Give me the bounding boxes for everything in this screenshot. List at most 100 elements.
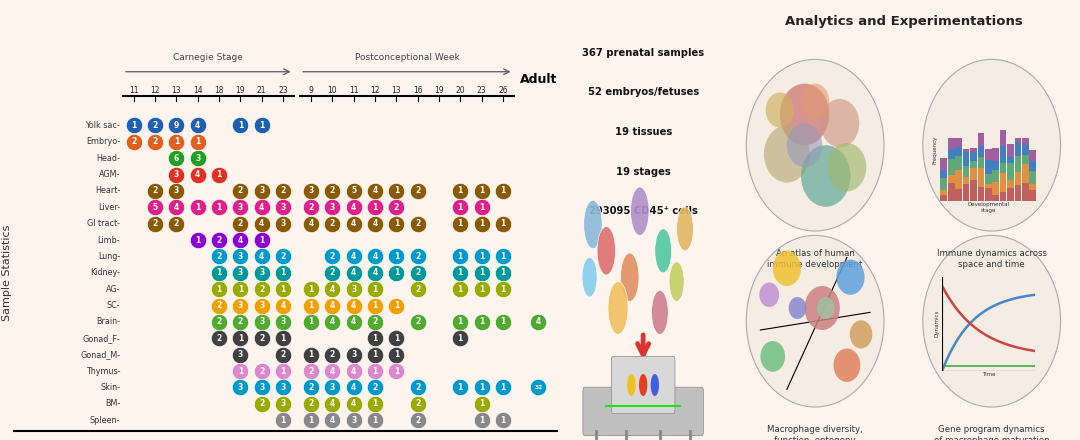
Point <box>451 220 469 227</box>
Text: 1: 1 <box>373 334 378 343</box>
Text: Carnegie Stage: Carnegie Stage <box>174 53 243 62</box>
Point <box>253 237 270 244</box>
Point <box>366 302 383 309</box>
Circle shape <box>583 200 603 249</box>
Point <box>388 367 405 374</box>
Text: 1: 1 <box>195 235 200 245</box>
Text: 1: 1 <box>281 285 285 293</box>
Point <box>147 187 164 194</box>
Text: 2: 2 <box>174 219 179 228</box>
Text: 1: 1 <box>478 400 484 408</box>
Text: 3: 3 <box>174 170 179 179</box>
Point <box>473 400 490 407</box>
Text: 6: 6 <box>174 154 179 163</box>
Text: GI tract-: GI tract- <box>87 219 120 228</box>
Text: 2: 2 <box>309 383 313 392</box>
Point <box>232 319 249 326</box>
Point <box>253 122 270 129</box>
Text: 1: 1 <box>458 252 463 261</box>
Text: 23: 23 <box>476 86 486 95</box>
Text: 2: 2 <box>216 334 221 343</box>
Point <box>147 204 164 211</box>
Point <box>232 122 249 129</box>
Bar <box>1000 172 1007 192</box>
Bar <box>1022 146 1028 155</box>
Point <box>274 286 292 293</box>
Point <box>495 384 512 391</box>
Text: Spleen-: Spleen- <box>90 416 120 425</box>
Text: Macrophage diversity,
function, ontogeny: Macrophage diversity, function, ontogeny <box>767 425 863 440</box>
Point <box>409 384 427 391</box>
Point <box>253 269 270 276</box>
Point <box>366 187 383 194</box>
Point <box>345 220 362 227</box>
Text: Yolk sac-: Yolk sac- <box>85 121 120 130</box>
Text: 1: 1 <box>195 203 200 212</box>
Circle shape <box>850 320 873 348</box>
Text: 2: 2 <box>373 383 378 392</box>
Bar <box>1014 185 1022 201</box>
Point <box>211 253 228 260</box>
Text: 1: 1 <box>281 268 285 277</box>
Point <box>232 204 249 211</box>
Bar <box>1008 157 1014 164</box>
Point <box>274 253 292 260</box>
Point <box>345 319 362 326</box>
Text: 1: 1 <box>478 187 484 195</box>
Point <box>388 253 405 260</box>
Text: 4: 4 <box>373 252 378 261</box>
Bar <box>1000 163 1007 172</box>
Point <box>125 138 143 145</box>
Text: 4: 4 <box>259 252 265 261</box>
Point <box>167 154 185 161</box>
Point <box>253 286 270 293</box>
Point <box>473 319 490 326</box>
Text: 11: 11 <box>129 86 138 95</box>
Bar <box>985 174 991 183</box>
Text: 13: 13 <box>172 86 181 95</box>
Text: 32: 32 <box>535 385 542 390</box>
Point <box>366 400 383 407</box>
Text: 1: 1 <box>478 285 484 293</box>
Point <box>232 220 249 227</box>
Text: 4: 4 <box>238 235 243 245</box>
Point <box>473 286 490 293</box>
Point <box>189 122 206 129</box>
Text: 3: 3 <box>238 350 243 359</box>
Text: 2: 2 <box>415 383 420 392</box>
Text: AGM-: AGM- <box>99 170 120 179</box>
Text: 2: 2 <box>259 367 265 376</box>
Text: 3: 3 <box>174 187 179 195</box>
Text: 18: 18 <box>214 86 224 95</box>
Point <box>409 220 427 227</box>
Bar <box>1014 138 1022 142</box>
Point <box>366 335 383 342</box>
Text: 2: 2 <box>238 317 243 326</box>
Point <box>302 187 320 194</box>
Point <box>409 253 427 260</box>
Point <box>451 253 469 260</box>
Bar <box>941 190 947 195</box>
Point <box>388 269 405 276</box>
Bar <box>977 168 984 187</box>
Text: 2: 2 <box>394 203 399 212</box>
Point <box>253 302 270 309</box>
Point <box>324 220 341 227</box>
Text: 1: 1 <box>394 367 399 376</box>
Y-axis label: Frequency: Frequency <box>932 136 937 164</box>
Point <box>495 286 512 293</box>
Point <box>232 302 249 309</box>
Text: 1: 1 <box>394 268 399 277</box>
Circle shape <box>788 297 807 319</box>
Text: 2: 2 <box>309 203 313 212</box>
Text: 1: 1 <box>216 285 221 293</box>
Text: 3: 3 <box>281 317 285 326</box>
Bar <box>1014 172 1022 185</box>
Point <box>409 417 427 424</box>
Text: 1: 1 <box>216 268 221 277</box>
Text: 3: 3 <box>329 203 335 212</box>
Text: Limb-: Limb- <box>97 235 120 245</box>
Bar <box>993 161 999 170</box>
Text: 1: 1 <box>500 416 505 425</box>
Point <box>388 351 405 358</box>
